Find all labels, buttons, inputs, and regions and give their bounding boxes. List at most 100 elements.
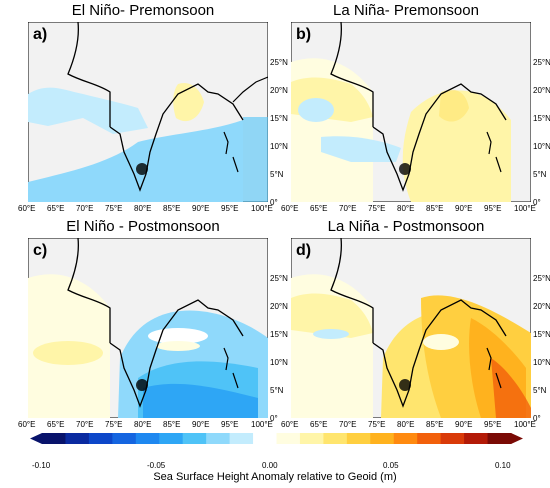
lat-tick: 15°N [270,330,288,339]
lon-tick: 60°E [281,420,299,429]
lon-tick: 85°E [426,204,444,213]
lon-tick: 80°E [397,204,415,213]
colorbar-right-tip [511,433,523,444]
colorbar-segment [276,433,301,444]
lon-tick: 95°E [484,204,502,213]
lat-tick: 15°N [270,114,288,123]
panel-a-map: a) [28,22,268,202]
colorbar-tick-label: 0.10 [495,461,511,470]
lat-tick: 5°N [270,386,284,395]
panel-b-label: b) [296,26,312,43]
lon-tick: 90°E [192,204,210,213]
lon-tick: 80°E [134,420,152,429]
colorbar-segment [393,433,418,444]
lat-tick: 0° [533,198,541,207]
lon-tick: 60°E [18,204,36,213]
lon-tick: 85°E [163,204,181,213]
lon-tick: 90°E [455,204,473,213]
colorbar-segment [229,433,254,444]
lat-tick: 20°N [270,302,288,311]
lat-tick: 0° [270,414,278,423]
colorbar-segment [346,433,371,444]
lon-tick: 70°E [339,204,357,213]
lat-tick: 10°N [270,142,288,151]
panel-b-title: La Niña- Premonsoon [333,2,479,19]
lat-tick: 20°N [533,86,550,95]
lon-tick: 80°E [134,204,152,213]
colorbar-tick-label: 0.00 [262,461,278,470]
colorbar-segment [182,433,207,444]
colorbar-tick-label: -0.10 [32,461,51,470]
lon-tick: 95°E [221,204,239,213]
colorbar-segment [112,433,137,444]
colorbar-segment [135,433,160,444]
lat-tick: 0° [533,414,541,423]
lon-tick: 80°E [397,420,415,429]
colorbar-segment [417,433,442,444]
lon-tick: 75°E [105,204,123,213]
lon-tick: 95°E [221,420,239,429]
lon-tick: 100°E [514,204,536,213]
lon-tick: 85°E [426,420,444,429]
colorbar-segment [370,433,395,444]
lat-tick: 25°N [270,274,288,283]
colorbar-segment [42,433,66,444]
lon-tick: 100°E [251,420,273,429]
lon-tick: 90°E [455,420,473,429]
lon-tick: 70°E [339,420,357,429]
colorbar-segment [159,433,184,444]
lon-tick: 65°E [310,420,328,429]
panel-c-title: El Niño - Postmonsoon [66,218,220,235]
lat-tick: 5°N [533,170,547,179]
lon-tick: 90°E [192,420,210,429]
lon-tick: 65°E [47,420,65,429]
lon-tick: 60°E [18,420,36,429]
panel-d-title: La Niña - Postmonsoon [327,218,485,235]
colorbar-segment [88,433,113,444]
colorbar-segment [440,433,465,444]
panel-a-title: El Niño- Premonsoon [71,2,215,19]
lat-tick: 0° [270,198,278,207]
lat-tick: 25°N [533,274,550,283]
lon-tick: 100°E [251,204,273,213]
panel-c-label: c) [33,242,48,259]
lat-tick: 10°N [533,358,550,367]
lon-tick: 65°E [47,204,65,213]
panel-d-label: d) [296,242,312,259]
lon-tick: 85°E [163,420,181,429]
lat-tick: 20°N [270,86,288,95]
lat-tick: 15°N [533,114,550,123]
lat-tick: 5°N [270,170,284,179]
lon-tick: 70°E [76,204,94,213]
lat-tick: 10°N [270,358,288,367]
lon-tick: 75°E [368,204,386,213]
lon-tick: 70°E [76,420,94,429]
panel-a-label: a) [33,26,48,43]
colorbar-segment [206,433,231,444]
lat-tick: 15°N [533,330,550,339]
colorbar-tick-label: 0.05 [383,461,399,470]
colorbar-tick-label: -0.05 [147,461,166,470]
colorbar-segment [65,433,90,444]
lon-tick: 65°E [310,204,328,213]
colorbar-segment [487,433,512,444]
panel-b-map: b) [291,22,531,202]
lat-tick: 20°N [533,302,550,311]
lon-tick: 75°E [105,420,123,429]
lon-tick: 95°E [484,420,502,429]
colorbar-left-tip [30,433,42,444]
lat-tick: 5°N [533,386,547,395]
lat-tick: 10°N [533,142,550,151]
panel-d-map: d) [291,238,531,418]
colorbar-segment [323,433,348,444]
colorbar [30,433,523,444]
colorbar-segment [299,433,324,444]
colorbar-segment [464,433,489,444]
colorbar-title: Sea Surface Height Anomaly relative to G… [153,471,397,483]
colorbar-segment [253,433,277,444]
lat-tick: 25°N [270,58,288,67]
lat-tick: 25°N [533,58,550,67]
lon-tick: 100°E [514,420,536,429]
panel-c-map: c) [28,238,268,418]
lon-tick: 75°E [368,420,386,429]
